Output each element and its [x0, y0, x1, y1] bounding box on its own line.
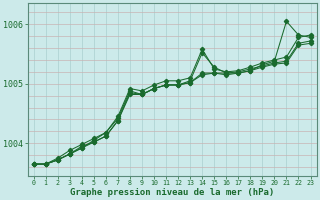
X-axis label: Graphe pression niveau de la mer (hPa): Graphe pression niveau de la mer (hPa)	[70, 188, 274, 197]
